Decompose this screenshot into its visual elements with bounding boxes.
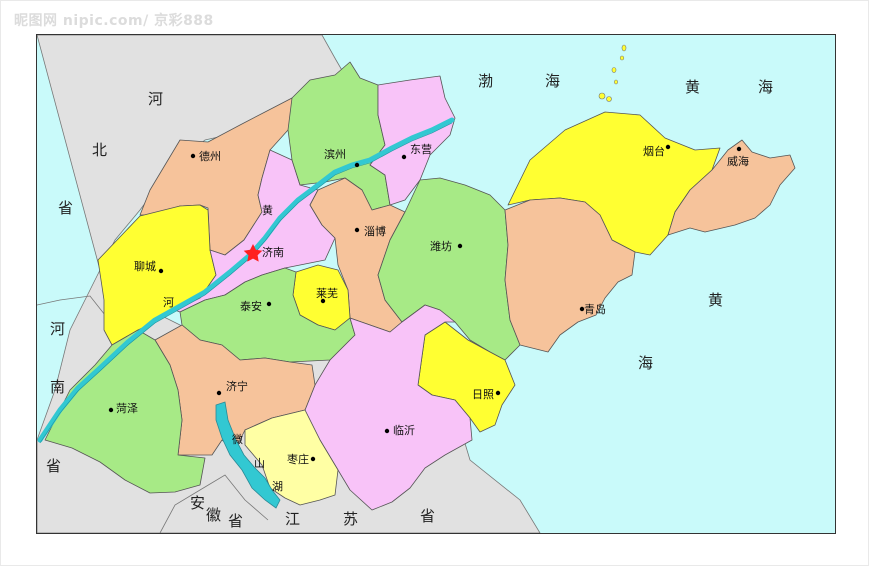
label-city-taian: 泰安 bbox=[240, 299, 262, 313]
label-weishan-lake-3: 湖 bbox=[272, 480, 283, 493]
label-weishan-lake-2: 山 bbox=[254, 457, 265, 470]
label-city-dongying: 东营 bbox=[410, 142, 432, 156]
label-anhui-2: 徽 bbox=[206, 506, 221, 524]
watermark-text: 昵图网 nipic.com/ 京彩888 bbox=[14, 13, 214, 29]
weishan-lake bbox=[215, 401, 281, 509]
label-city-weihai: 威海 bbox=[727, 154, 749, 168]
label-city-yantai: 烟台 bbox=[643, 144, 665, 158]
label-jiangsu-2: 苏 bbox=[343, 510, 358, 528]
city-dots bbox=[108, 144, 742, 462]
label-jiangsu-1: 江 bbox=[285, 510, 300, 528]
label-hebei-1: 河 bbox=[148, 90, 163, 108]
label-huanghai-north-1: 黄 bbox=[685, 78, 700, 96]
label-city-weifang: 潍坊 bbox=[430, 239, 452, 253]
label-yellow-river-2: 河 bbox=[163, 296, 174, 309]
map-frame bbox=[36, 34, 836, 534]
label-city-heze: 菏泽 bbox=[116, 402, 138, 415]
label-city-dezhou: 德州 bbox=[199, 149, 221, 163]
region-zaozhuang bbox=[244, 409, 339, 506]
region-qingdao bbox=[504, 197, 636, 353]
label-bohai-1: 渤 bbox=[478, 72, 493, 90]
label-hebei-3: 省 bbox=[58, 199, 73, 217]
region-heze bbox=[44, 329, 206, 494]
label-henan-3: 省 bbox=[46, 457, 61, 475]
label-city-jinan: 济南 bbox=[262, 245, 284, 259]
label-city-rizhao: 日照 bbox=[472, 388, 494, 401]
label-city-zibo: 淄博 bbox=[364, 225, 386, 238]
label-weishan-lake-1: 微 bbox=[232, 432, 243, 446]
label-huanghai-north-2: 海 bbox=[758, 78, 773, 96]
label-city-jining: 济宁 bbox=[226, 379, 248, 393]
label-huanghai-south-1: 黄 bbox=[708, 291, 723, 309]
neighbor-border-anhui-jiangsu bbox=[159, 474, 269, 533]
label-city-liaocheng: 聊城 bbox=[134, 259, 156, 273]
label-bohai-2: 海 bbox=[545, 72, 560, 90]
label-city-zaozhuang: 枣庄 bbox=[287, 452, 309, 466]
capital-star-icon bbox=[243, 244, 263, 262]
neighbor-border-hebei-henan bbox=[37, 295, 106, 316]
region-weihai bbox=[667, 139, 796, 236]
label-city-laiwu: 莱芜 bbox=[316, 286, 338, 300]
label-anhui-3: 省 bbox=[228, 512, 243, 530]
yellow-river bbox=[37, 117, 455, 443]
label-hebei-2: 北 bbox=[92, 141, 107, 159]
label-city-linyi: 临沂 bbox=[393, 423, 415, 437]
label-city-binzhou: 滨州 bbox=[324, 147, 346, 161]
label-anhui-1: 安 bbox=[190, 494, 205, 512]
label-yellow-river-1: 黄 bbox=[262, 203, 273, 217]
label-huanghai-south-2: 海 bbox=[638, 354, 653, 372]
label-henan-2: 南 bbox=[50, 378, 65, 396]
islands bbox=[598, 44, 627, 102]
label-henan-1: 河 bbox=[50, 320, 65, 338]
yellow-river-edge bbox=[39, 122, 453, 444]
label-jiangsu-3: 省 bbox=[420, 507, 435, 525]
label-city-qingdao: 青岛 bbox=[584, 302, 606, 316]
